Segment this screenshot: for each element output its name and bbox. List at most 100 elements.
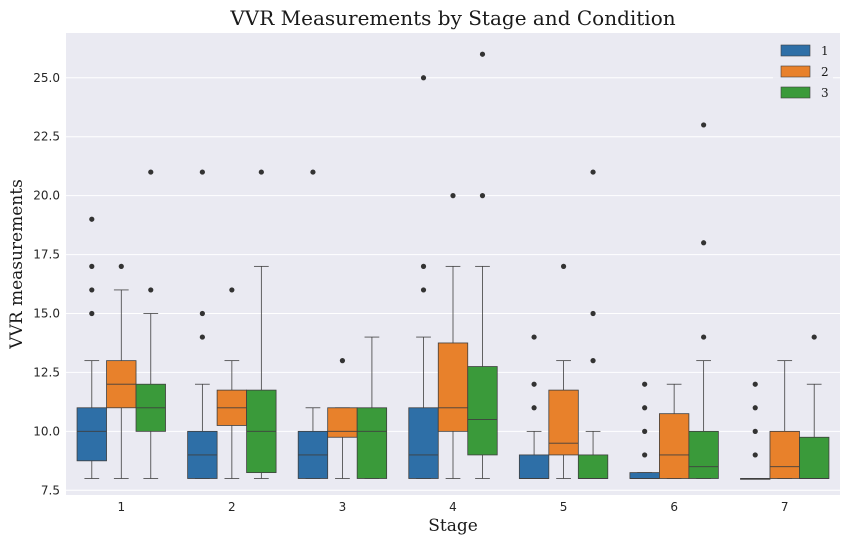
outlier-point	[752, 452, 758, 458]
box-series-3-stage-6	[688, 122, 719, 479]
x-axis-label: Stage	[428, 516, 478, 536]
box-iqr	[327, 407, 358, 438]
outlier-point	[590, 358, 596, 364]
box-iqr	[518, 454, 550, 479]
legend-label: 1	[821, 44, 829, 58]
box-iqr	[688, 430, 719, 479]
outlier-point	[479, 51, 486, 57]
box-series-2-stage-2	[216, 287, 248, 479]
outlier-point	[590, 310, 596, 317]
outlier-point	[479, 193, 486, 199]
y-tick-label: 20.0	[33, 189, 60, 203]
outlier-point	[811, 334, 817, 340]
outlier-point	[701, 122, 707, 128]
y-tick-label: 22.5	[33, 130, 60, 144]
outlier-point	[752, 381, 758, 387]
outlier-point	[420, 263, 427, 269]
box-groups	[76, 51, 830, 480]
box-series-2-stage-1	[106, 263, 137, 479]
box-series-2-stage-6	[659, 383, 690, 479]
legend-swatch	[780, 65, 811, 78]
outlier-point	[531, 381, 537, 387]
box-series-3-stage-3	[356, 336, 388, 479]
outlier-point	[89, 216, 95, 222]
box-iqr	[408, 407, 439, 479]
legend-label: 3	[821, 86, 829, 100]
outlier-point	[148, 287, 154, 293]
box-series-1-stage-1	[76, 216, 107, 479]
outlier-point	[701, 240, 707, 246]
outlier-point	[89, 263, 95, 269]
y-tick-labels: 7.5 10.0 12.5 15.0 17.5 20.0 22.5 25.0	[33, 71, 60, 497]
outlier-point	[339, 358, 346, 364]
box-iqr	[437, 342, 469, 432]
outlier-point	[531, 405, 537, 411]
outlier-point	[420, 75, 427, 81]
outlier-point	[199, 310, 205, 317]
outlier-point	[752, 428, 758, 434]
outlier-point	[199, 334, 205, 340]
y-tick-label: 17.5	[33, 248, 60, 262]
legend-label: 2	[821, 65, 829, 79]
legend: 1 2 3	[773, 38, 833, 104]
outlier-point	[310, 169, 316, 175]
outlier-point	[450, 193, 456, 199]
x-tick-labels: 1 2 3 4 5 6 7	[117, 500, 788, 514]
outlier-point	[752, 405, 758, 411]
outlier-point	[148, 169, 154, 175]
outlier-point	[89, 310, 95, 317]
outlier-point	[560, 263, 567, 269]
box-iqr	[548, 389, 579, 456]
outlier-point	[89, 287, 95, 293]
box-series-3-stage-2	[246, 169, 277, 479]
x-tick-label: 1	[117, 500, 125, 514]
outlier-point	[642, 405, 648, 411]
outlier-point	[531, 334, 537, 340]
box-series-1-stage-3	[297, 169, 329, 479]
box-series-3-stage-1	[135, 169, 166, 479]
outlier-point	[701, 334, 707, 340]
x-tick-label: 6	[670, 500, 678, 514]
box-series-3-stage-4	[467, 51, 498, 479]
y-tick-label: 7.5	[41, 483, 60, 497]
box-series-1-stage-6	[629, 381, 660, 479]
y-axis-label: VVR measurements	[7, 179, 27, 350]
box-series-1-stage-7	[740, 381, 771, 480]
box-series-2-stage-5	[548, 263, 579, 479]
legend-swatch	[780, 86, 811, 99]
box-iqr	[467, 366, 498, 456]
x-tick-label: 3	[339, 500, 347, 514]
outlier-point	[229, 287, 235, 293]
outlier-point	[258, 169, 264, 175]
x-tick-label: 5	[560, 500, 568, 514]
chart-title: VVR Measurements by Stage and Condition	[229, 6, 675, 30]
outlier-point	[590, 169, 596, 175]
box-series-3-stage-7	[799, 334, 830, 479]
box-series-1-stage-2	[187, 169, 218, 479]
outlier-point	[642, 381, 648, 387]
box-iqr	[659, 413, 690, 479]
outlier-point	[642, 428, 648, 434]
y-tick-label: 15.0	[33, 307, 60, 321]
box-series-1-stage-5	[518, 334, 550, 479]
box-series-2-stage-3	[327, 358, 358, 479]
x-tick-label: 4	[449, 500, 457, 514]
box-iqr	[629, 472, 660, 479]
outlier-point	[420, 287, 427, 293]
x-tick-label: 7	[781, 500, 789, 514]
y-tick-label: 12.5	[33, 365, 60, 379]
legend-swatch	[780, 44, 811, 57]
box-series-2-stage-7	[769, 360, 800, 479]
box-series-3-stage-5	[577, 169, 609, 479]
x-tick-label: 2	[228, 500, 236, 514]
box-series-1-stage-4	[408, 75, 439, 479]
outlier-point	[199, 169, 205, 175]
box-iqr	[577, 454, 609, 479]
outlier-point	[118, 263, 124, 269]
box-iqr	[76, 407, 107, 462]
y-tick-label: 10.0	[33, 424, 60, 438]
outlier-point	[642, 452, 648, 458]
box-iqr	[769, 430, 800, 479]
box-iqr	[799, 436, 830, 479]
